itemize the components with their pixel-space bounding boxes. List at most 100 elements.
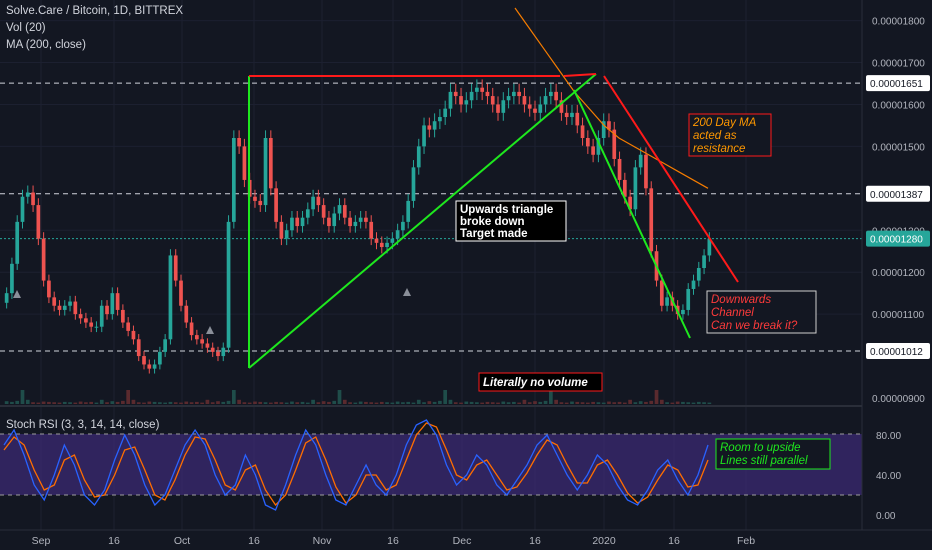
- candle-body-50: [268, 138, 273, 189]
- price-tick-label-1: 0.00001700: [872, 59, 925, 70]
- drawings: [248, 73, 739, 369]
- volume-bar-28: [152, 401, 157, 404]
- candle-body-89: [475, 87, 479, 92]
- candle-body-12: [68, 301, 72, 306]
- candle-body-4: [25, 192, 30, 197]
- candle-body-3: [20, 196, 25, 222]
- candle-body-10: [57, 305, 62, 310]
- candle-body-33: [179, 280, 183, 306]
- volume-bar-67: [358, 401, 363, 404]
- candle-body-67: [358, 217, 363, 222]
- volume-bar-89: [475, 402, 479, 404]
- time-tick-label-2: Oct: [174, 535, 190, 547]
- candle-body-55: [295, 217, 300, 227]
- volume-bar-1: [10, 401, 14, 404]
- ma200-line: [514, 7, 709, 189]
- rsi-k-line: [3, 419, 709, 511]
- candle-body-118: [628, 196, 632, 210]
- volume-bar-4: [25, 399, 30, 404]
- price-axis: 0.00001800 0.00001700 0.00001600 0.00001500…: [861, 0, 932, 550]
- candle-body-34: [184, 305, 189, 323]
- volume-bar-90: [480, 402, 485, 404]
- price-badge-bg-1: [866, 185, 930, 202]
- price-badge-text-0: 0.00001651: [870, 79, 923, 90]
- volume-bar-70: [374, 402, 379, 404]
- time-tick-label-5: 16: [387, 535, 399, 547]
- candle-body-117: [622, 179, 627, 197]
- volume-bar-34: [184, 401, 189, 404]
- volume-bar-107: [570, 401, 574, 404]
- volume-bar-95: [506, 402, 511, 404]
- candle-body-2: [15, 221, 20, 264]
- indicator-vol-label: Vol (20): [6, 22, 46, 34]
- candle-body-110: [585, 138, 590, 147]
- volume-bar-79: [422, 402, 426, 404]
- volume-bar-43: [231, 390, 236, 404]
- candle-body-98: [522, 96, 527, 105]
- volume-bar-25: [136, 402, 141, 404]
- candle-body-31: [168, 255, 173, 340]
- candle-body-102: [543, 96, 548, 105]
- candle-body-52: [279, 221, 284, 239]
- candle-body-83: [443, 108, 448, 118]
- candle-body-63: [337, 205, 342, 214]
- volume-bar-23: [126, 390, 131, 404]
- candle-body-90: [480, 87, 485, 92]
- volume-bar-26: [142, 402, 146, 404]
- volume-bar-122: [649, 400, 654, 404]
- volume-bar-66: [353, 402, 358, 404]
- time-tick-label-0: Sep: [32, 535, 51, 547]
- volume-bar-41: [221, 401, 226, 404]
- volume-bar-45: [242, 402, 247, 404]
- volume-bar-54: [290, 401, 294, 404]
- volume-bar-15: [84, 402, 88, 404]
- candle-body-70: [374, 238, 379, 243]
- candle-body-66: [353, 221, 358, 227]
- marker-triangle-2: [206, 326, 214, 334]
- volume-bar-118: [628, 399, 632, 404]
- candle-body-119: [633, 167, 638, 210]
- time-tick-label-9: 16: [668, 535, 680, 547]
- volume-bar-80: [427, 401, 432, 404]
- candle-body-109: [580, 125, 585, 138]
- candle-body-58: [311, 196, 315, 210]
- candle-body-73: [390, 238, 395, 243]
- candle-body-131: [696, 268, 701, 281]
- candle-body-37: [200, 339, 204, 344]
- volume-bar-91: [485, 401, 490, 404]
- volume-bar-99: [527, 402, 532, 404]
- volume-bar-12: [68, 402, 72, 404]
- candle-body-7: [41, 238, 46, 281]
- candle-body-113: [601, 121, 606, 138]
- volume-bar-71: [379, 401, 384, 404]
- volume-bar-127: [675, 401, 680, 404]
- annotation-triangle-box: [455, 200, 567, 242]
- candle-body-47: [253, 196, 257, 201]
- annotation-ma-box: [688, 113, 772, 157]
- volume-bar-47: [253, 401, 257, 404]
- volume-bar-35: [189, 402, 194, 404]
- annotation-channel-line-3: Can we break it?: [711, 320, 798, 332]
- candle-body-94: [501, 100, 506, 113]
- volume-bar-32: [173, 402, 178, 404]
- candle-body-15: [84, 318, 88, 323]
- volume-bars: [4, 390, 712, 404]
- candle-body-54: [290, 217, 294, 231]
- annotation-triangle-line-1: Upwards triangle: [460, 204, 553, 216]
- candle-body-99: [527, 104, 532, 109]
- candle-body-133: [707, 238, 712, 256]
- candle-body-112: [596, 138, 601, 155]
- candle-body-6: [36, 205, 41, 239]
- candle-body-61: [327, 217, 331, 227]
- volume-bar-92: [490, 402, 495, 404]
- time-tick-label-10: Feb: [737, 535, 755, 547]
- volume-bar-50: [268, 402, 273, 404]
- candle-body-92: [490, 96, 495, 105]
- candle-body-60: [321, 205, 326, 218]
- volume-bar-98: [522, 399, 527, 404]
- price-badge-bg-2: [866, 230, 930, 247]
- volume-bar-104: [554, 399, 558, 404]
- signal-markers: [13, 288, 411, 334]
- volume-bar-59: [316, 402, 321, 404]
- candle-body-48: [258, 200, 263, 206]
